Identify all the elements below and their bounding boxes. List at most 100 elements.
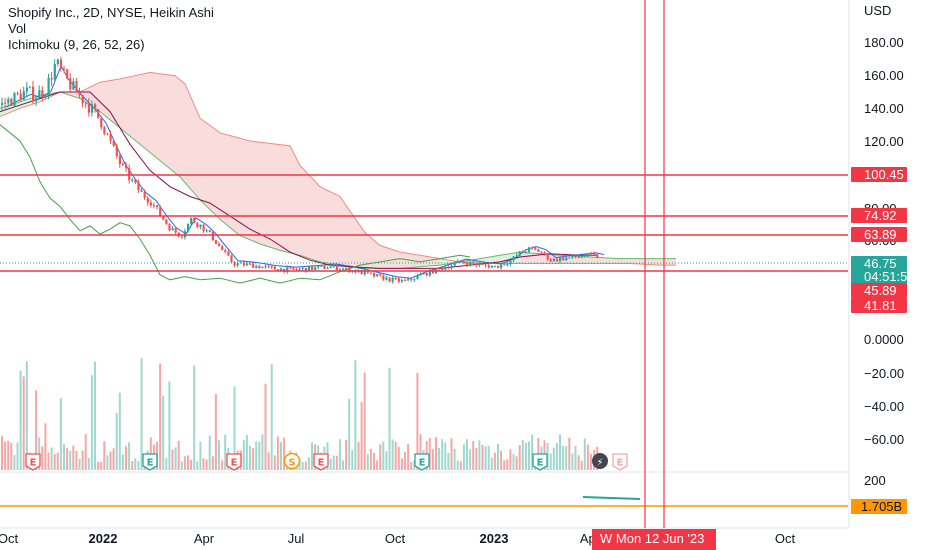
currency-label: USD (864, 3, 891, 18)
candle-body (190, 218, 193, 224)
volume-bar (106, 455, 109, 470)
candle-body (326, 268, 329, 270)
volume-bar (307, 457, 310, 470)
price-tag (851, 283, 907, 298)
candle-body (562, 257, 565, 261)
symbol-title[interactable]: Shopify Inc., 2D, NYSE, Heikin Ashi (8, 5, 214, 20)
volume-bar (270, 364, 273, 470)
volume-bar (202, 458, 205, 470)
volume-bar (187, 455, 189, 470)
volume-bar (66, 447, 69, 470)
volume-bar (559, 434, 561, 470)
volume-bar (214, 393, 217, 470)
volume-bar (118, 392, 121, 470)
candle-body (59, 59, 63, 69)
candle-body (118, 155, 121, 164)
volume-bar (140, 358, 143, 470)
volume-bar (16, 442, 19, 470)
volume-bar (493, 452, 496, 470)
volume-bar (25, 361, 28, 470)
candle-body (503, 264, 506, 266)
candle-body (546, 253, 549, 260)
volume-bar (267, 452, 270, 470)
volume-bar (177, 440, 180, 470)
price-tag-label: 45.89 (864, 283, 897, 298)
candle-body (50, 78, 53, 80)
candle-body (345, 267, 348, 269)
price-tag (851, 167, 907, 182)
volume-bar (435, 437, 437, 470)
time-label: Oct (385, 531, 406, 546)
candle-body (44, 95, 47, 97)
volume-bar (280, 442, 282, 470)
candle-body (25, 87, 28, 92)
volume-bar (97, 461, 100, 470)
volume-bar (298, 458, 301, 470)
volume-bar (121, 454, 124, 470)
candle-body (149, 202, 152, 206)
volume-bar (283, 437, 286, 470)
candle-body (193, 218, 196, 223)
candle-body (273, 266, 276, 270)
candle-body (512, 256, 515, 261)
candle-body (363, 271, 366, 275)
volume-tag-label: 1.705B (861, 499, 902, 514)
volume-bar (549, 453, 552, 470)
candle-body (75, 81, 78, 93)
bearish-cloud (60, 72, 440, 269)
volume-bar (22, 376, 25, 470)
crosshair (644, 0, 665, 528)
candle-body (78, 92, 81, 96)
candle-body (348, 267, 351, 272)
candle-body (16, 92, 19, 94)
volume-bar (462, 444, 465, 470)
ichimoku-legend[interactable]: Ichimoku (9, 26, 52, 26) (8, 37, 145, 52)
volume-bar (524, 442, 527, 470)
price-tag (851, 269, 907, 284)
candle-body (109, 134, 112, 141)
candle-body (466, 263, 469, 266)
price-tick: −20.00 (864, 366, 904, 381)
candle-body (224, 250, 227, 252)
time-label: 2023 (480, 531, 509, 546)
candles (1, 56, 599, 284)
volume-bar (388, 367, 391, 470)
candle-body (156, 205, 159, 208)
volume-bar (456, 460, 459, 470)
candle-body (373, 273, 376, 277)
candle-body (531, 247, 534, 249)
candle-body (506, 264, 509, 265)
candle-body (230, 255, 233, 263)
volume-bar (63, 444, 65, 470)
volume-bar (416, 372, 419, 470)
candle-body (332, 265, 335, 267)
volume-bar (180, 461, 183, 470)
candle-body (115, 145, 118, 156)
volume-bar (503, 460, 506, 470)
event-marker: E (226, 453, 242, 471)
volume-bar (478, 440, 481, 470)
candle-body (568, 257, 571, 259)
event-marker-label: E (30, 458, 37, 469)
earnings-badge (612, 453, 628, 471)
volume-bar (199, 441, 202, 470)
indicator-line (582, 496, 641, 500)
volume-bar (357, 441, 360, 470)
volume-bar (53, 454, 56, 470)
candle-body (168, 224, 171, 231)
candle-body (484, 264, 487, 266)
candle-body (307, 266, 311, 272)
candle-body (146, 197, 149, 203)
candle-body (159, 207, 162, 216)
volume-bar (208, 435, 211, 470)
volume-legend[interactable]: Vol (8, 21, 27, 36)
volume-bar (528, 441, 530, 470)
candle-body (472, 262, 475, 264)
candle-body (404, 279, 407, 281)
candle-body (379, 274, 382, 276)
candle-body (397, 278, 400, 282)
candle-body (559, 257, 562, 262)
